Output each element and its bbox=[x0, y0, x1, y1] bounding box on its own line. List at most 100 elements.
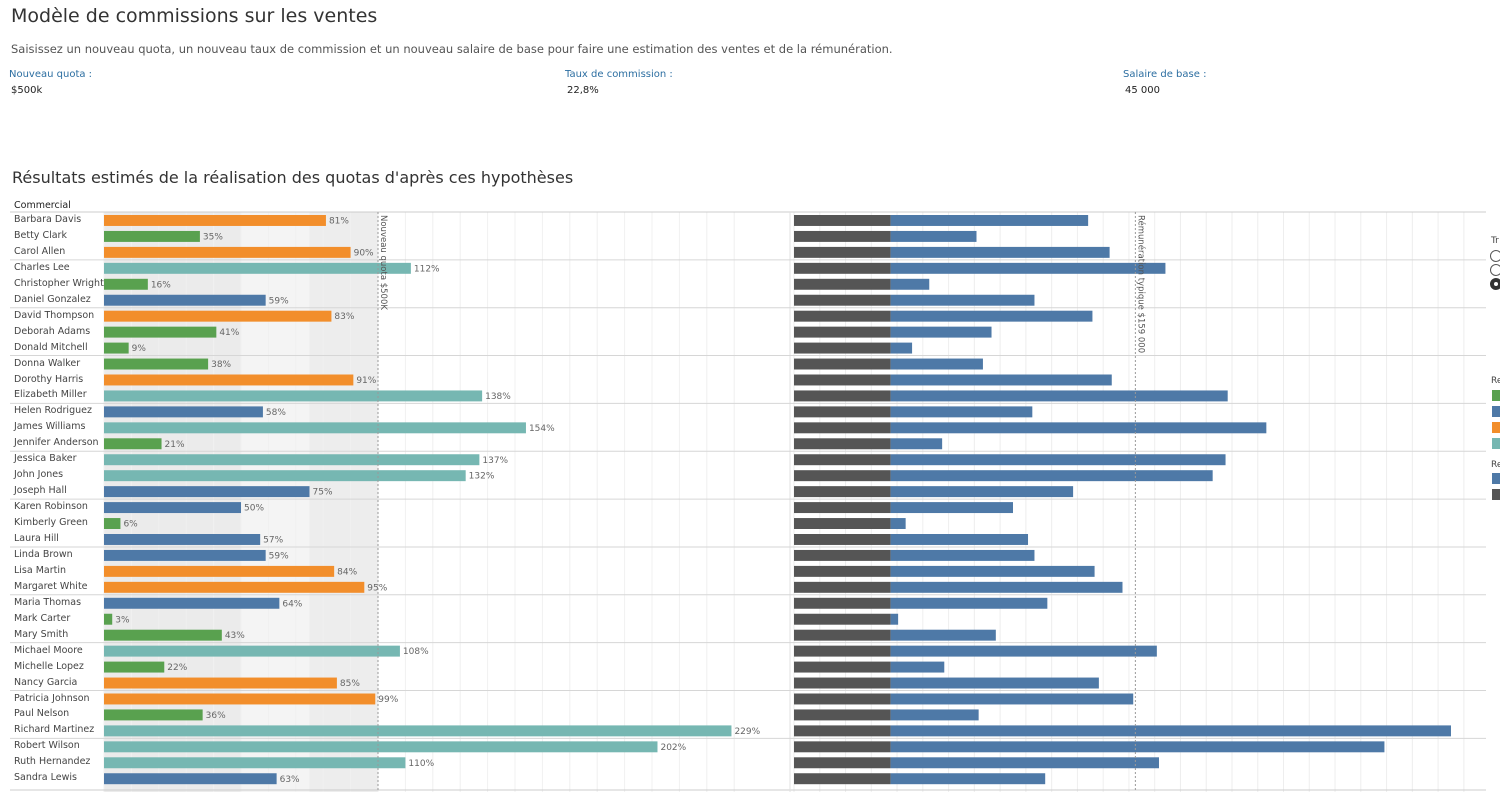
salesperson-name: Karen Robinson bbox=[14, 501, 88, 513]
base-salary-parameter[interactable]: Salaire de base : 45 000 bbox=[1123, 69, 1206, 96]
base-salary-bar bbox=[794, 454, 891, 466]
quota-bar bbox=[104, 470, 466, 482]
base-salary-bar bbox=[794, 230, 891, 242]
base-salary-bar bbox=[794, 565, 891, 577]
quota-bar bbox=[104, 342, 129, 354]
quota-value-label: 63% bbox=[280, 775, 300, 785]
salesperson-name: Ruth Hernandez bbox=[14, 756, 91, 768]
commission-bar bbox=[890, 709, 979, 721]
base-salary-bar bbox=[794, 470, 891, 482]
salesperson-name: John Jones bbox=[14, 469, 64, 481]
legend-swatch-pay-blue bbox=[1492, 473, 1500, 484]
quota-parameter[interactable]: Nouveau quota : $500k bbox=[9, 69, 92, 96]
base-salary-bar bbox=[794, 518, 891, 529]
salesperson-name: James Williams bbox=[14, 421, 86, 433]
quota-bar bbox=[104, 645, 400, 657]
sort-radio-2[interactable] bbox=[1490, 264, 1500, 276]
commission-bar bbox=[890, 518, 906, 529]
commission-bar bbox=[890, 581, 1123, 593]
commission-bar bbox=[890, 326, 992, 338]
commission-bar bbox=[890, 741, 1385, 753]
base-salary-bar bbox=[794, 215, 891, 226]
commission-bar bbox=[890, 677, 1099, 689]
quota-bar bbox=[104, 581, 365, 593]
legend-swatch-blue bbox=[1492, 406, 1500, 417]
page-title: Modèle de commissions sur les ventes bbox=[11, 5, 378, 27]
quota-bar bbox=[104, 565, 335, 577]
salesperson-name: Christopher Wright bbox=[14, 277, 104, 289]
commission-bar bbox=[890, 454, 1226, 466]
commission-rate-label: Taux de commission : bbox=[565, 69, 673, 80]
salesperson-name: Dorothy Harris bbox=[14, 373, 84, 385]
commission-bar bbox=[890, 215, 1089, 226]
quota-value-label: 84% bbox=[337, 567, 357, 577]
quota-label: Nouveau quota : bbox=[9, 69, 93, 80]
commission-bar bbox=[890, 757, 1159, 769]
base-salary-bar bbox=[794, 326, 891, 338]
salesperson-name: Maria Thomas bbox=[14, 596, 82, 608]
commission-bar bbox=[890, 773, 1046, 785]
base-salary-input[interactable]: 45 000 bbox=[1125, 85, 1160, 96]
quota-value-label: 41% bbox=[219, 328, 239, 338]
sort-radio-1[interactable] bbox=[1490, 250, 1500, 262]
sort-radio-3[interactable] bbox=[1490, 278, 1500, 290]
quota-value-label: 16% bbox=[151, 280, 171, 290]
quota-value-label: 21% bbox=[165, 440, 185, 450]
commission-bar bbox=[890, 613, 899, 625]
commission-rate-parameter[interactable]: Taux de commission : 22,8% bbox=[565, 69, 673, 96]
commission-bar bbox=[890, 230, 977, 242]
quota-bar bbox=[104, 597, 280, 609]
quota-value-label: 83% bbox=[334, 312, 354, 322]
salesperson-name: Deborah Adams bbox=[14, 325, 91, 337]
quota-value-label: 57% bbox=[263, 536, 283, 546]
salesperson-name: Charles Lee bbox=[14, 261, 70, 273]
base-salary-bar bbox=[794, 486, 891, 498]
quota-bar bbox=[104, 246, 351, 258]
quota-input[interactable]: $500k bbox=[11, 85, 43, 96]
legend-panel: Tr Re Re bbox=[1486, 0, 1500, 792]
quota-value-label: 50% bbox=[244, 504, 264, 514]
salesperson-name: Linda Brown bbox=[14, 548, 73, 560]
commission-bar bbox=[890, 406, 1033, 418]
salesperson-name: Richard Martinez bbox=[14, 724, 95, 736]
salesperson-name: Jessica Baker bbox=[14, 453, 77, 465]
quota-value-label: 59% bbox=[269, 296, 289, 306]
page-subtitle: Saisissez un nouveau quota, un nouveau t… bbox=[11, 42, 893, 56]
quota-value-label: 43% bbox=[225, 631, 245, 641]
quota-bar bbox=[104, 358, 209, 370]
legend-swatch-orange bbox=[1492, 422, 1500, 433]
quota-value-label: 3% bbox=[115, 615, 130, 625]
quota-value-label: 64% bbox=[282, 599, 302, 609]
commission-bar bbox=[890, 565, 1095, 577]
commission-rate-input[interactable]: 22,8% bbox=[567, 85, 599, 96]
base-salary-bar bbox=[794, 757, 891, 769]
commission-bar bbox=[890, 422, 1267, 434]
quota-bar bbox=[104, 294, 266, 306]
base-salary-bar bbox=[794, 534, 891, 545]
base-salary-bar bbox=[794, 549, 891, 561]
salesperson-name: Mary Smith bbox=[14, 628, 69, 640]
quota-bar bbox=[104, 406, 263, 418]
legend-swatch-pay-dark bbox=[1492, 489, 1500, 500]
quota-value-label: 35% bbox=[203, 232, 223, 242]
salesperson-name: Sandra Lewis bbox=[14, 772, 77, 784]
quota-bar bbox=[104, 693, 376, 705]
salesperson-name: Donald Mitchell bbox=[14, 341, 88, 353]
quota-value-label: 112% bbox=[414, 264, 440, 274]
commission-bar bbox=[890, 278, 930, 290]
commission-bar bbox=[890, 486, 1074, 498]
quota-value-label: 58% bbox=[266, 408, 286, 418]
quota-bar bbox=[104, 502, 241, 514]
salesperson-name: Barbara Davis bbox=[14, 214, 82, 225]
salesperson-name: Nancy Garcia bbox=[14, 676, 78, 688]
commission-bar bbox=[890, 342, 913, 354]
quota-value-label: 22% bbox=[167, 663, 187, 673]
quota-bar bbox=[104, 613, 113, 625]
base-salary-bar bbox=[794, 693, 891, 705]
quota-bar bbox=[104, 215, 326, 226]
commission-bar bbox=[890, 661, 945, 673]
quota-bar bbox=[104, 454, 480, 466]
legend-title-sort: Tr bbox=[1491, 236, 1499, 246]
commission-bar bbox=[890, 294, 1035, 306]
